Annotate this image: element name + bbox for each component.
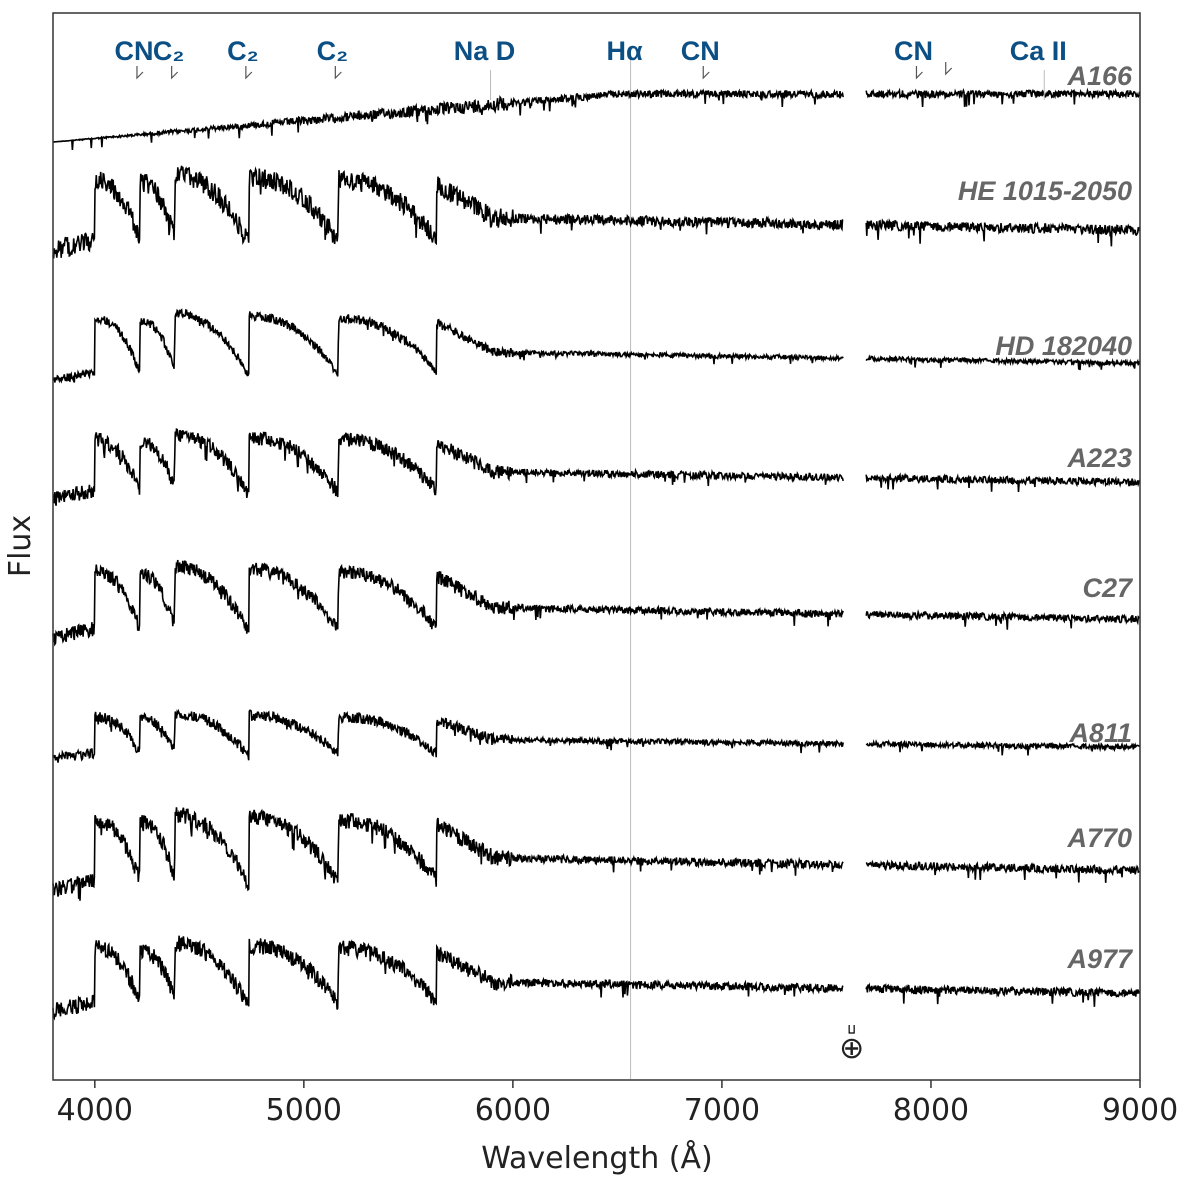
- spectrum-line-6-blue: [52, 807, 844, 901]
- feature-tick-2: [245, 66, 253, 80]
- feature-tick-1: [171, 66, 179, 80]
- spectrum-line-1-red: [865, 218, 1141, 247]
- spectrum-line-3-blue: [52, 428, 844, 506]
- feature-label-8: Ca II: [1010, 36, 1067, 66]
- feature-tick-7: [915, 66, 923, 80]
- x-tick-label-4000: 4000: [57, 1093, 133, 1128]
- spectrum-line-5-red: [865, 739, 1141, 756]
- spectrum-line-5-blue: [52, 708, 844, 763]
- y-axis-label: Flux: [3, 515, 38, 577]
- x-tick-label-6000: 6000: [475, 1093, 551, 1128]
- feature-tick-6: [702, 66, 710, 80]
- x-tick-label-7000: 7000: [684, 1093, 760, 1128]
- spectrum-line-0-red: [865, 87, 1141, 108]
- spectrum-line-1-blue: [52, 165, 844, 259]
- spectrum-line-7-blue: [52, 935, 844, 1021]
- feature-label-3: C₂: [317, 36, 349, 66]
- feature-label-4: Na D: [454, 36, 516, 66]
- spectra-series-group: [52, 87, 1141, 1021]
- star-label-4: C27: [1082, 573, 1134, 603]
- x-axis-label: Wavelength (Å): [481, 1140, 712, 1176]
- spectrum-line-2-blue: [52, 308, 844, 384]
- star-label-0: A166: [1066, 61, 1133, 91]
- spectrum-line-2-red: [865, 354, 1141, 371]
- star-labels-group: A166 HE 1015-2050 HD 182040 A223 C27 A811 A770…: [958, 61, 1134, 974]
- feature-tick-3: [334, 66, 342, 80]
- feature-markers-group: CN C₂ C₂ C₂ Na D Hα CN CN Ca II: [114, 36, 1067, 100]
- feature-label-7: CN: [894, 36, 933, 66]
- star-label-3: A223: [1066, 443, 1132, 473]
- star-label-7: A977: [1066, 944, 1134, 974]
- feature-tick-cn-2: [945, 62, 953, 76]
- feature-label-6: CN: [681, 36, 720, 66]
- plot-frame: [52, 12, 1141, 1081]
- star-label-2: HD 182040: [995, 331, 1132, 361]
- star-label-6: A770: [1066, 823, 1132, 853]
- feature-label-1: C₂: [153, 36, 185, 66]
- feature-label-2: C₂: [227, 36, 259, 66]
- spectrum-line-0-blue: [52, 88, 844, 151]
- x-tick-label-8000: 8000: [893, 1093, 969, 1128]
- star-label-5: A811: [1068, 718, 1132, 748]
- x-tick-label-5000: 5000: [266, 1093, 342, 1128]
- spectrum-line-4-blue: [52, 559, 844, 647]
- telluric-bracket: [848, 1025, 855, 1034]
- star-label-1: HE 1015-2050: [958, 176, 1132, 206]
- x-tick-label-9000: 9000: [1102, 1093, 1178, 1128]
- telluric-symbol: ⊕: [839, 1031, 864, 1066]
- spectrum-line-3-red: [865, 472, 1141, 492]
- spectrum-line-7-red: [865, 982, 1141, 1007]
- spectrum-line-4-red: [865, 609, 1141, 630]
- feature-label-0: CN: [114, 36, 153, 66]
- feature-tick-0: [136, 66, 144, 80]
- spectrum-line-6-red: [865, 859, 1140, 883]
- x-axis-ticks: 4000 5000 6000 7000 8000 9000: [57, 1080, 1178, 1128]
- feature-label-5: Hα: [607, 36, 643, 66]
